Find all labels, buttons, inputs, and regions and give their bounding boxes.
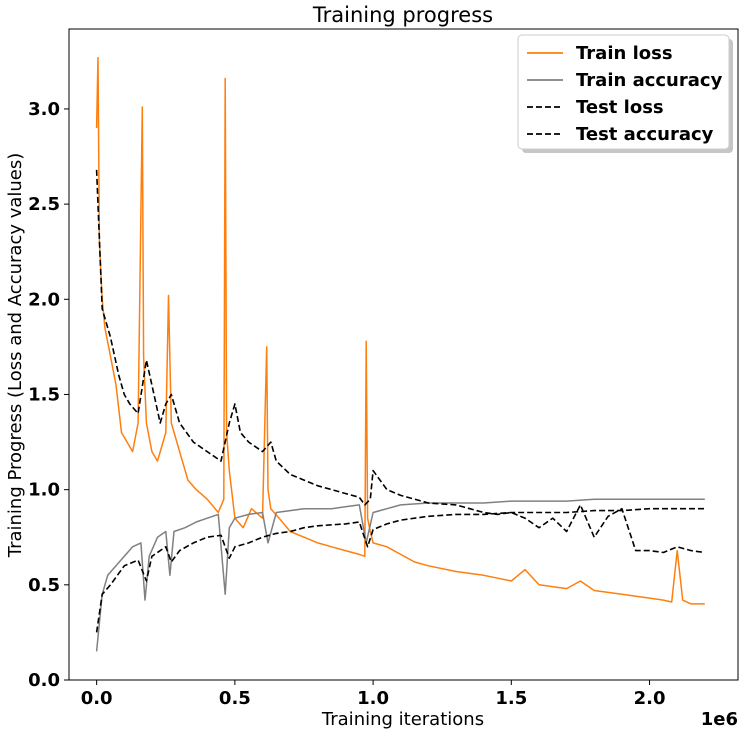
legend-label-0: Train loss <box>576 43 673 64</box>
legend-label-2: Test loss <box>576 97 664 118</box>
series-line-2 <box>95 169 705 554</box>
x-axis-label: Training iterations <box>321 709 484 730</box>
x-tick-label: 0.0 <box>81 688 113 709</box>
chart-title: Training progress <box>312 3 493 27</box>
series-line-3 <box>95 507 705 633</box>
y-tick-label: 1.5 <box>28 384 60 405</box>
series-layer <box>95 56 705 652</box>
legend: Train loss Train accuracy Test loss Test ac… <box>517 34 733 153</box>
y-tick-label: 2.0 <box>28 289 60 310</box>
legend-label-3: Test accuracy <box>576 124 714 145</box>
y-tick-label: 0.5 <box>28 575 60 596</box>
plot-frame <box>68 28 739 681</box>
series-line-0 <box>95 56 705 605</box>
series-line-1 <box>95 498 705 652</box>
y-axis-ticks: 0.0 0.5 1.0 1.5 2.0 2.5 3.0 <box>28 99 69 691</box>
x-tick-label: 0.5 <box>219 688 251 709</box>
y-tick-label: 2.5 <box>28 194 60 215</box>
legend-entries: Train loss Train accuracy Test loss Test ac… <box>527 43 723 145</box>
y-axis-label: Training Progress (Loss and Accuracy val… <box>5 153 26 559</box>
x-tick-label: 1.5 <box>495 688 527 709</box>
x-axis-offset-label: 1e6 <box>701 709 738 730</box>
x-tick-label: 2.0 <box>634 688 666 709</box>
x-tick-label: 1.0 <box>357 688 389 709</box>
x-axis-ticks: 0.0 0.5 1.0 1.5 2.0 <box>81 680 666 709</box>
y-tick-label: 3.0 <box>28 99 60 120</box>
y-tick-label: 0.0 <box>28 670 60 691</box>
y-tick-label: 1.0 <box>28 480 60 501</box>
legend-label-1: Train accuracy <box>576 70 723 91</box>
legend-box <box>517 34 730 150</box>
